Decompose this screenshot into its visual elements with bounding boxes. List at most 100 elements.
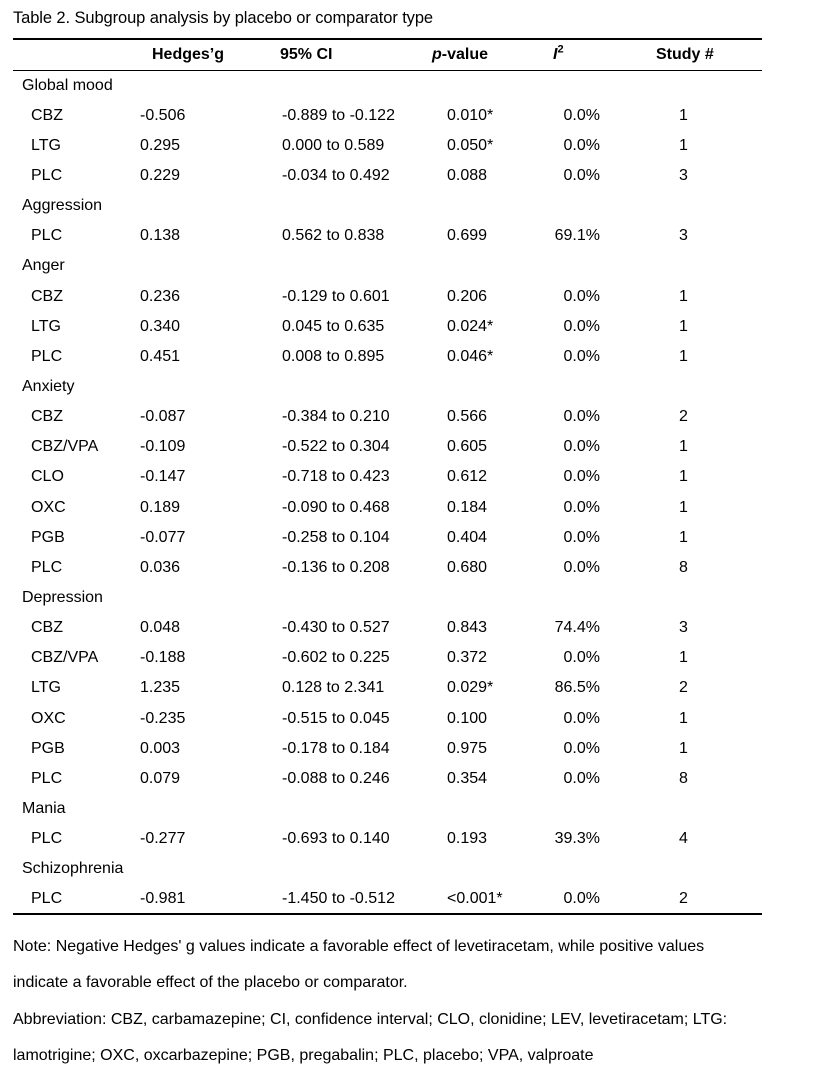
cell-drug-label: CBZ <box>31 619 63 637</box>
note-line-2: indicate a favorable effect of the place… <box>13 974 408 992</box>
col-header-p-value: p-value <box>430 39 540 71</box>
cell-drug-label: CBZ <box>31 408 63 426</box>
cell-p-value: 0.088 <box>447 166 488 184</box>
cell-i-squared: 0.0% <box>563 769 600 787</box>
data-row: PLC -0.981 -1.450 to -0.512 <0.001* 0.0% 2 <box>13 884 762 914</box>
cell-drug-label: LTG <box>31 679 61 697</box>
cell-p-value: 0.680 <box>447 558 488 576</box>
cell-i-squared: 0.0% <box>563 136 600 154</box>
cell-drug-label: OXC <box>31 709 66 727</box>
cell-95ci: -0.515 to 0.045 <box>282 709 390 727</box>
cell-study-count: 3 <box>679 227 688 245</box>
col-header-95ci: 95% CI <box>278 39 430 71</box>
cell-hedges-g: 0.138 <box>140 227 181 245</box>
cell-hedges-g: 0.295 <box>140 136 181 154</box>
cell-i-squared: 86.5% <box>554 679 600 697</box>
cell-95ci: 0.000 to 0.589 <box>282 136 385 154</box>
cell-hedges-g: 0.451 <box>140 347 181 365</box>
data-row: OXC -0.235 -0.515 to 0.045 0.100 0.0% 1 <box>13 703 762 733</box>
data-row: CBZ/VPA -0.109 -0.522 to 0.304 0.605 0.0% 1 <box>13 432 762 462</box>
cell-p-value: 0.050* <box>447 136 494 154</box>
cell-study-count: 1 <box>679 649 688 667</box>
section-label: Anxiety <box>22 377 75 395</box>
cell-study-count: 1 <box>679 498 688 516</box>
cell-95ci: -0.430 to 0.527 <box>282 619 390 637</box>
cell-drug-label: PLC <box>31 769 63 787</box>
p-value-suffix: -value <box>441 46 489 63</box>
section-row: Global mood <box>13 71 762 101</box>
section-row: Mania <box>13 794 762 824</box>
section-row: Anger <box>13 251 762 281</box>
cell-study-count: 1 <box>679 136 688 154</box>
cell-95ci: -0.090 to 0.468 <box>282 498 390 516</box>
data-row: CBZ -0.506 -0.889 to -0.122 0.010* 0.0% 1 <box>13 101 762 131</box>
cell-hedges-g: 0.229 <box>140 166 181 184</box>
cell-p-value: 0.046* <box>447 347 494 365</box>
col-header-study-count: Study # <box>655 39 762 71</box>
cell-p-value: 0.566 <box>447 408 488 426</box>
cell-p-value: 0.029* <box>447 679 494 697</box>
cell-95ci: -0.384 to 0.210 <box>282 408 390 426</box>
data-row: OXC 0.189 -0.090 to 0.468 0.184 0.0% 1 <box>13 492 762 522</box>
note-line-1: Note: Negative Hedges' g values indicate… <box>13 938 705 955</box>
cell-drug-label: LTG <box>31 136 61 154</box>
cell-i-squared: 0.0% <box>563 438 600 456</box>
cell-i-squared: 0.0% <box>563 709 600 727</box>
cell-i-squared: 0.0% <box>563 558 600 576</box>
cell-study-count: 1 <box>679 347 688 365</box>
cell-i-squared: 69.1% <box>554 227 600 245</box>
data-row: PLC 0.138 0.562 to 0.838 0.699 69.1% 3 <box>13 221 762 251</box>
cell-hedges-g: -0.277 <box>140 830 186 848</box>
cell-95ci: -0.718 to 0.423 <box>282 468 390 486</box>
cell-study-count: 4 <box>679 830 688 848</box>
cell-95ci: 0.128 to 2.341 <box>282 679 385 697</box>
cell-drug-label: PLC <box>31 347 63 365</box>
cell-i-squared: 0.0% <box>563 528 600 546</box>
col-header-hedges-g: Hedges’g <box>138 39 278 71</box>
cell-drug-label: CBZ/VPA <box>31 438 99 456</box>
data-row: PLC 0.079 -0.088 to 0.246 0.354 0.0% 8 <box>13 764 762 794</box>
cell-study-count: 3 <box>679 619 688 637</box>
data-row: LTG 0.295 0.000 to 0.589 0.050* 0.0% 1 <box>13 131 762 161</box>
cell-95ci: 0.562 to 0.838 <box>282 227 385 245</box>
cell-p-value: 0.605 <box>447 438 488 456</box>
cell-hedges-g: 0.036 <box>140 558 181 576</box>
cell-hedges-g: 0.340 <box>140 317 181 335</box>
subgroup-analysis-table: Hedges’g 95% CI p-value I2 Study # Globa… <box>13 38 762 916</box>
cell-study-count: 8 <box>679 558 688 576</box>
cell-i-squared: 0.0% <box>563 317 600 335</box>
cell-p-value: 0.184 <box>447 498 488 516</box>
cell-i-squared: 0.0% <box>563 166 600 184</box>
cell-drug-label: PLC <box>31 166 63 184</box>
cell-95ci: -0.136 to 0.208 <box>282 558 390 576</box>
section-row: Schizophrenia <box>13 854 762 884</box>
section-row: Depression <box>13 583 762 613</box>
cell-95ci: -0.889 to -0.122 <box>282 106 395 124</box>
cell-95ci: -0.693 to 0.140 <box>282 830 390 848</box>
cell-i-squared: 0.0% <box>563 287 600 305</box>
cell-hedges-g: -0.981 <box>140 889 186 907</box>
section-label: Anger <box>22 257 65 275</box>
cell-95ci: -1.450 to -0.512 <box>282 889 395 907</box>
cell-i-squared: 0.0% <box>563 889 600 907</box>
cell-i-squared: 0.0% <box>563 468 600 486</box>
data-row: PGB -0.077 -0.258 to 0.104 0.404 0.0% 1 <box>13 523 762 553</box>
section-row: Anxiety <box>13 372 762 402</box>
data-row: PLC 0.229 -0.034 to 0.492 0.088 0.0% 3 <box>13 161 762 191</box>
cell-drug-label: PGB <box>31 528 65 546</box>
cell-hedges-g: 0.189 <box>140 498 181 516</box>
cell-drug-label: OXC <box>31 498 66 516</box>
section-label: Mania <box>22 799 66 817</box>
section-label: Aggression <box>22 197 103 215</box>
p-value-italic-p: p <box>432 46 442 63</box>
cell-drug-label: PLC <box>31 889 63 907</box>
cell-95ci: -0.178 to 0.184 <box>282 739 390 757</box>
cell-study-count: 1 <box>679 438 688 456</box>
cell-95ci: -0.088 to 0.246 <box>282 769 390 787</box>
cell-drug-label: CBZ <box>31 106 63 124</box>
table-title: Table 2. Subgroup analysis by placebo or… <box>13 9 433 27</box>
cell-hedges-g: -0.109 <box>140 438 186 456</box>
cell-i-squared: 0.0% <box>563 106 600 124</box>
cell-hedges-g: -0.087 <box>140 408 186 426</box>
cell-95ci: 0.045 to 0.635 <box>282 317 385 335</box>
